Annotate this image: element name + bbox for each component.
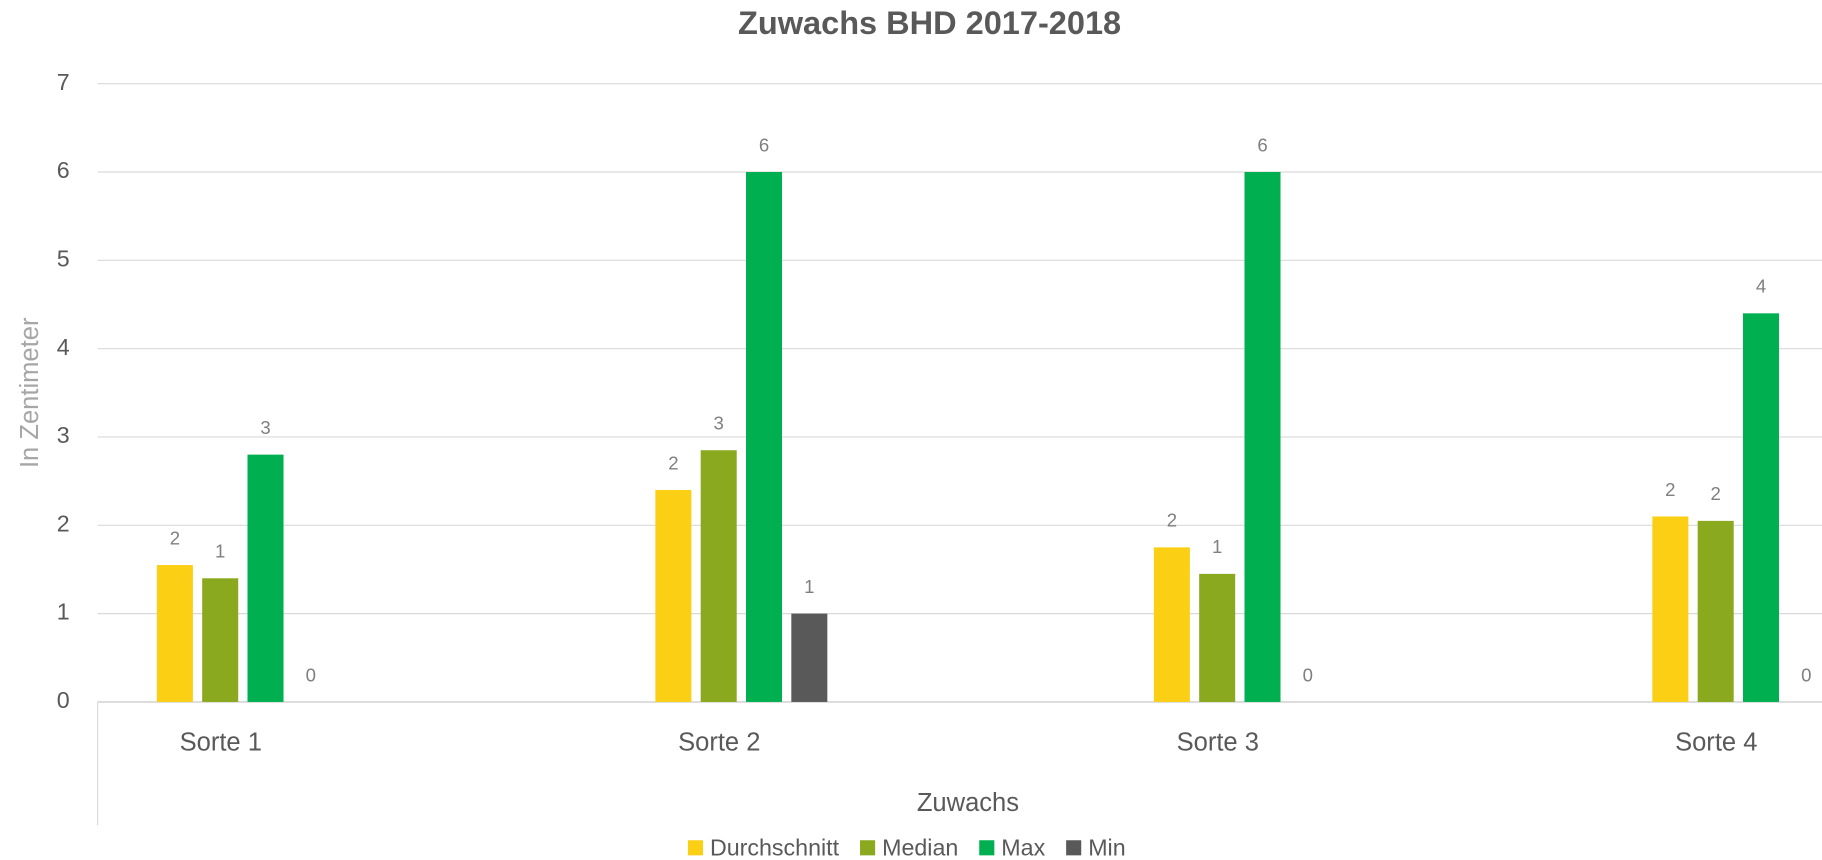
bar bbox=[1199, 573, 1236, 702]
data-label: 0 bbox=[306, 664, 316, 685]
y-tick-label: 3 bbox=[57, 422, 70, 448]
bar bbox=[791, 613, 828, 702]
bar bbox=[700, 450, 737, 702]
y-axis-title: In Zentimeter bbox=[16, 317, 44, 468]
x-tick-label: Sorte 3 bbox=[1177, 729, 1259, 757]
data-label: 1 bbox=[215, 541, 225, 562]
data-label: 2 bbox=[1711, 483, 1721, 504]
data-label: 2 bbox=[170, 527, 180, 548]
bar bbox=[1244, 172, 1281, 702]
chart-title: Zuwachs BHD 2017-2018 bbox=[738, 5, 1121, 41]
legend-label: Min bbox=[1088, 835, 1125, 860]
y-tick-label: 1 bbox=[57, 599, 70, 625]
bar bbox=[1697, 520, 1734, 702]
legend-label: Median bbox=[882, 835, 958, 860]
bar bbox=[156, 565, 193, 702]
data-label: 1 bbox=[804, 576, 814, 597]
legend-swatch bbox=[860, 840, 876, 856]
bar bbox=[745, 172, 783, 702]
data-label: 2 bbox=[668, 452, 678, 473]
bar bbox=[1153, 547, 1190, 702]
x-tick-label: Sorte 4 bbox=[1675, 729, 1757, 757]
data-label: 3 bbox=[714, 413, 724, 434]
legend-swatch bbox=[1066, 840, 1082, 856]
bar bbox=[1652, 516, 1689, 702]
legend-swatch bbox=[687, 840, 704, 856]
data-label: 6 bbox=[1257, 134, 1267, 155]
data-label: 0 bbox=[1303, 664, 1313, 685]
legend-swatch bbox=[979, 840, 995, 856]
legend-label: Max bbox=[1001, 835, 1045, 860]
data-label: 1 bbox=[1212, 536, 1222, 557]
bar bbox=[202, 578, 239, 702]
y-tick-label: 6 bbox=[57, 157, 70, 183]
x-tick-label: Sorte 2 bbox=[678, 729, 760, 757]
x-axis-title: Zuwachs bbox=[917, 789, 1019, 817]
y-tick-label: 2 bbox=[57, 510, 70, 536]
data-label: 3 bbox=[260, 417, 270, 438]
data-label: 2 bbox=[1167, 510, 1177, 531]
legend-label: Durchschnitt bbox=[710, 835, 840, 860]
bar bbox=[655, 489, 692, 702]
y-tick-label: 4 bbox=[57, 334, 70, 360]
x-tick-label: Sorte 1 bbox=[180, 729, 262, 757]
y-tick-label: 0 bbox=[57, 687, 70, 713]
data-label: 0 bbox=[1801, 664, 1811, 685]
data-label: 6 bbox=[759, 134, 769, 155]
y-tick-label: 5 bbox=[57, 245, 70, 271]
data-label: 4 bbox=[1756, 276, 1766, 297]
bar bbox=[247, 454, 284, 702]
data-label: 2 bbox=[1665, 479, 1675, 500]
y-tick-label: 7 bbox=[57, 69, 70, 95]
bar bbox=[1742, 313, 1780, 702]
